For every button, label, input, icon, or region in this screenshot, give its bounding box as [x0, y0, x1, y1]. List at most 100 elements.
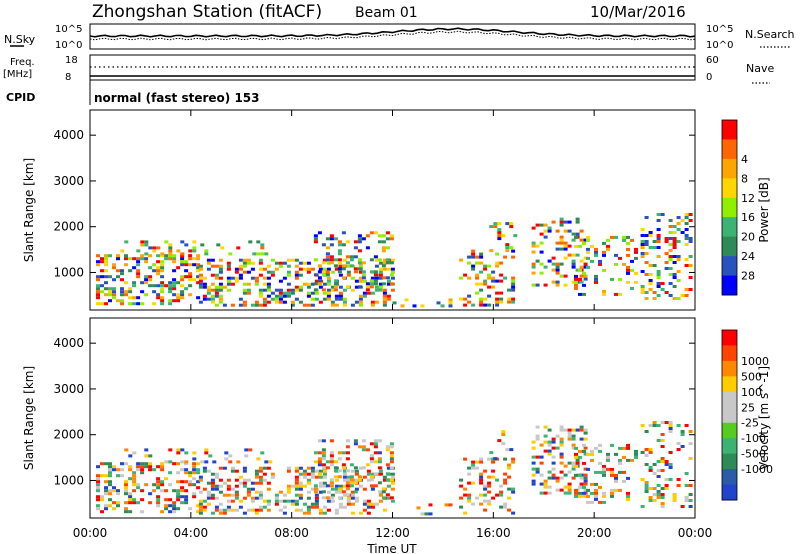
heatmap-cell — [511, 288, 516, 292]
heatmap-cell — [250, 481, 255, 485]
heatmap-cell — [144, 257, 149, 261]
colorbar-swatch — [722, 345, 737, 362]
heatmap-cell — [369, 442, 374, 446]
heatmap-cell — [507, 496, 512, 500]
heatmap-cell — [676, 484, 681, 487]
heatmap-cell — [571, 232, 576, 236]
heatmap-cell — [475, 466, 480, 470]
heatmap-cell — [381, 240, 386, 244]
heatmap-cell — [152, 489, 157, 493]
heatmap-cell — [140, 471, 145, 475]
heatmap-cell — [188, 275, 193, 279]
heatmap-cell — [365, 246, 370, 250]
heatmap-cell — [389, 466, 394, 470]
heatmap-cell — [489, 451, 494, 455]
heatmap-cell — [278, 261, 283, 265]
heatmap-cell — [539, 443, 544, 447]
heatmap-cell — [373, 445, 378, 449]
heatmap-cell — [606, 238, 610, 242]
heatmap-cell — [578, 491, 582, 495]
heatmap-cell — [369, 270, 374, 274]
heatmap-cell — [479, 255, 484, 259]
heatmap-cell — [594, 482, 598, 486]
heatmap-cell — [250, 303, 255, 307]
heatmap-cell — [688, 442, 693, 445]
heatmap-cell — [369, 457, 374, 461]
heatmap-cell — [184, 287, 189, 291]
heatmap-cell — [353, 267, 358, 271]
heatmap-cell — [244, 454, 249, 458]
heatmap-cell — [676, 279, 681, 282]
heatmap-cell — [172, 287, 177, 291]
heatmap-cell — [389, 451, 394, 455]
heatmap-cell — [575, 461, 580, 465]
heatmap-cell — [140, 465, 145, 469]
heatmap-cell — [333, 288, 338, 292]
heatmap-cell — [278, 499, 283, 503]
heatmap-cell — [495, 261, 500, 265]
heatmap-cell — [505, 249, 510, 253]
heatmap-cell — [590, 452, 594, 456]
heatmap-cell — [192, 492, 197, 496]
heatmap-cell — [242, 264, 247, 268]
heatmap-cell — [330, 270, 335, 274]
heatmap-cell — [578, 455, 582, 459]
heatmap-cell — [310, 291, 315, 295]
heatmap-cell — [656, 475, 661, 478]
heatmap-cell — [230, 508, 235, 512]
heatmap-cell — [531, 265, 536, 269]
heatmap-cell — [262, 282, 267, 286]
heatmap-cell — [648, 469, 653, 472]
heatmap-cell — [298, 481, 303, 485]
heatmap-cell — [329, 481, 334, 485]
heatmap-cell — [459, 505, 464, 509]
heatmap-cell — [630, 259, 634, 263]
heatmap-cell — [353, 255, 358, 259]
heatmap-cell — [313, 282, 318, 286]
heatmap-cell — [509, 246, 514, 250]
heatmap-cell — [618, 446, 622, 450]
heatmap-cell — [668, 243, 673, 246]
heatmap-cell — [644, 234, 649, 237]
heatmap-cell — [497, 222, 502, 226]
heatmap-cell — [96, 284, 100, 288]
heatmap-cell — [156, 501, 161, 505]
heatmap-cell — [640, 234, 645, 237]
heatmap-cell — [672, 255, 677, 258]
heatmap-cell — [120, 269, 124, 273]
heatmap-cell — [575, 458, 580, 462]
heatmap-cell — [226, 282, 231, 286]
heatmap-cell — [294, 270, 299, 274]
heatmap-cell — [144, 252, 149, 256]
heatmap-cell — [112, 293, 116, 297]
heatmap-cell — [230, 499, 235, 503]
heatmap-cell — [507, 475, 512, 479]
heatmap-cell — [583, 479, 588, 483]
heatmap-cell — [563, 274, 568, 278]
heatmap-cell — [317, 457, 322, 461]
heatmap-cell — [104, 492, 108, 496]
heatmap-cell — [586, 265, 590, 269]
heatmap-cell — [176, 489, 181, 493]
heatmap-cell — [354, 279, 359, 283]
heatmap-cell — [278, 294, 283, 298]
colorbar-swatch — [722, 197, 737, 218]
heatmap-cell — [140, 462, 145, 466]
heatmap-cell — [270, 270, 275, 274]
heatmap-cell — [132, 498, 137, 502]
heatmap-cell — [644, 240, 649, 243]
heatmap-cell — [214, 276, 219, 280]
heatmap-cell — [495, 303, 500, 307]
heatmap-cell — [369, 279, 374, 283]
heatmap-cell — [559, 437, 564, 441]
heatmap-cell — [144, 281, 149, 285]
heatmap-cell — [574, 286, 578, 290]
heatmap-cell — [664, 421, 669, 424]
heatmap-cell — [282, 276, 287, 280]
heatmap-cell — [688, 430, 693, 433]
heatmap-cell — [198, 490, 203, 494]
heatmap-cell — [648, 487, 653, 490]
heatmap-cell — [262, 303, 267, 307]
heatmap-cell — [345, 469, 350, 473]
heatmap-cell — [567, 491, 572, 495]
